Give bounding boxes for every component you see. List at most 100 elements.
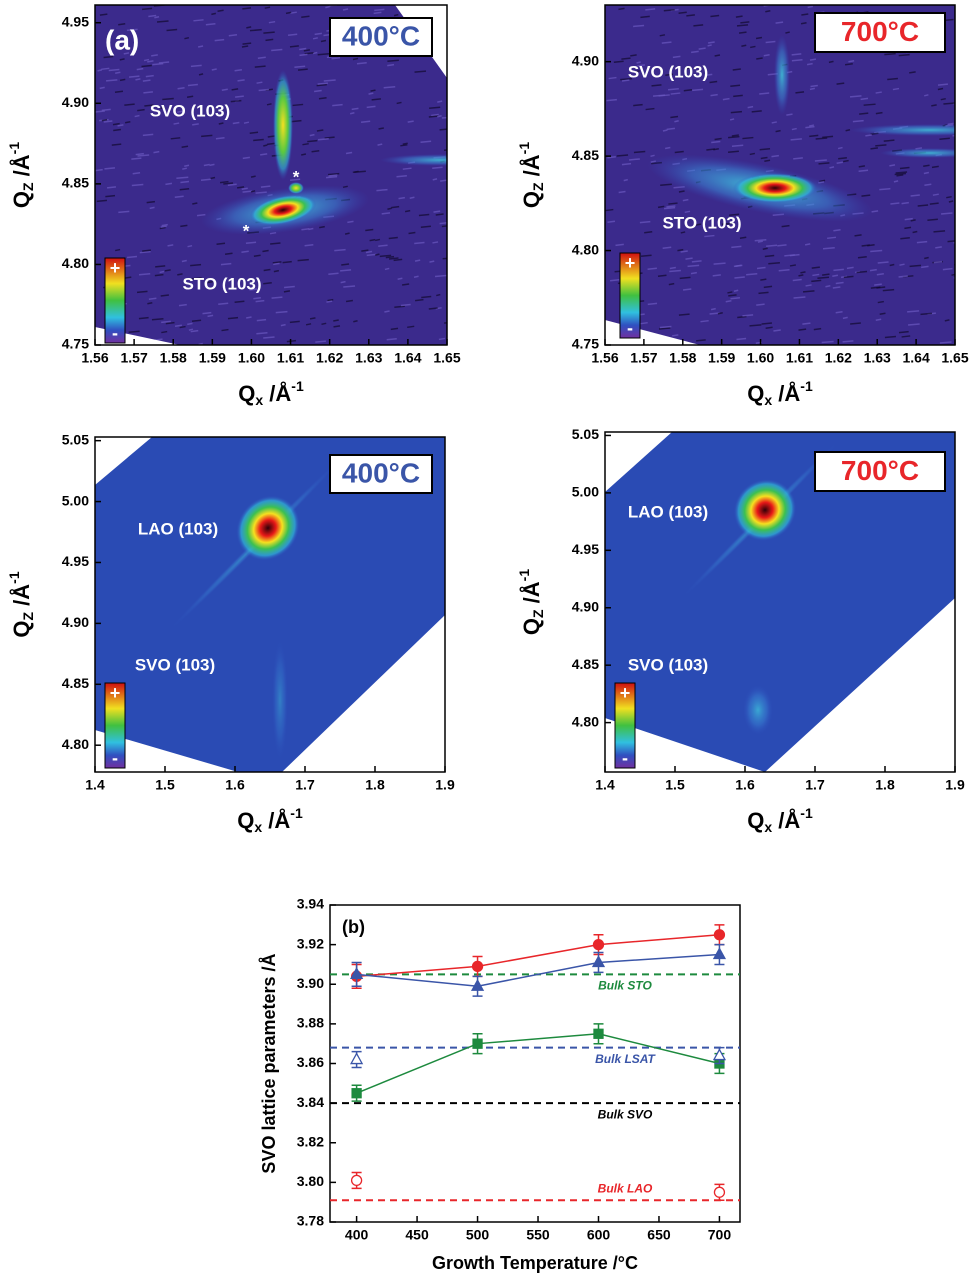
noise — [924, 183, 932, 186]
noise — [806, 62, 813, 66]
y-tick-label: 4.80 — [572, 241, 599, 257]
noise — [431, 113, 439, 117]
noise — [371, 98, 382, 101]
noise — [327, 172, 340, 176]
noise — [939, 137, 950, 141]
noise — [935, 246, 942, 249]
noise — [434, 274, 447, 278]
axis-label-part: -1 — [6, 571, 22, 584]
noise — [809, 58, 817, 61]
no-data — [95, 437, 152, 485]
axis-label-part: x — [255, 392, 263, 408]
noise — [177, 110, 183, 113]
noise — [141, 7, 153, 11]
x-tick-label: 1.4 — [595, 777, 615, 793]
noise — [361, 249, 369, 252]
noise — [297, 68, 308, 71]
intensity — [733, 479, 797, 541]
x-tick-label: 1.7 — [805, 777, 825, 793]
marker — [350, 966, 364, 979]
noise — [190, 64, 202, 68]
noise — [209, 163, 215, 167]
noise — [808, 124, 815, 127]
y-tick-label: 4.85 — [62, 175, 89, 191]
noise — [942, 267, 953, 271]
series-line — [356, 953, 720, 987]
noise — [242, 190, 253, 193]
noise — [386, 337, 397, 341]
noise — [433, 210, 441, 213]
noise — [737, 315, 747, 319]
noise — [151, 54, 158, 57]
axis-label-part: -1 — [290, 805, 303, 821]
noise — [861, 194, 871, 197]
noise — [307, 139, 318, 143]
noise — [944, 319, 950, 322]
noise — [615, 243, 624, 247]
noise — [275, 310, 288, 314]
noise — [763, 285, 773, 289]
noise — [775, 21, 784, 24]
noise — [875, 318, 882, 321]
noise — [287, 33, 298, 36]
y-tick-label: 4.90 — [62, 614, 89, 630]
noise — [890, 202, 900, 205]
temperature-box — [329, 17, 433, 57]
noise — [634, 70, 640, 73]
axis-label-part: Q — [9, 191, 34, 208]
noise — [413, 275, 419, 278]
axis-label-part: Q — [519, 191, 544, 208]
noise — [167, 244, 174, 247]
noise — [142, 79, 151, 82]
noise — [414, 241, 425, 245]
noise — [114, 90, 124, 94]
noise — [272, 261, 282, 264]
no-data — [282, 615, 445, 772]
noise — [394, 305, 405, 308]
noise — [929, 202, 939, 205]
noise — [875, 111, 883, 115]
noise — [327, 298, 334, 302]
noise — [103, 120, 113, 123]
noise — [187, 244, 193, 248]
noise — [246, 316, 252, 319]
axis-label: QZ /Å-1 — [6, 142, 36, 208]
noise — [136, 290, 148, 294]
noise — [301, 153, 307, 156]
noise — [316, 129, 324, 132]
axis-label-part: Z — [20, 612, 36, 621]
annotation: SVO (103) — [135, 655, 215, 674]
noise — [143, 91, 154, 94]
map-image — [95, 5, 447, 345]
map-image — [605, 432, 955, 772]
noise — [242, 7, 252, 10]
noise — [684, 210, 691, 214]
noise — [733, 264, 743, 268]
noise — [99, 13, 108, 16]
noise — [664, 146, 671, 150]
noise — [696, 339, 706, 342]
intensity — [236, 495, 300, 561]
noise — [191, 319, 202, 323]
noise — [900, 237, 910, 240]
noise — [148, 297, 157, 301]
noise — [747, 105, 754, 109]
noise — [821, 340, 834, 344]
noise — [940, 97, 946, 101]
noise — [659, 325, 672, 329]
noise — [669, 269, 681, 273]
x-tick-label: 1.65 — [433, 350, 460, 366]
noise — [227, 316, 239, 320]
noise — [754, 238, 767, 242]
noise — [686, 14, 695, 17]
noise — [124, 103, 135, 106]
noise — [263, 268, 271, 272]
noise — [750, 45, 756, 49]
x-tick-label: 1.58 — [160, 350, 187, 366]
noise — [304, 243, 314, 247]
noise — [309, 133, 315, 137]
noise — [354, 170, 366, 174]
x-tick-label: 1.61 — [277, 350, 304, 366]
noise — [768, 261, 780, 265]
noise — [302, 142, 309, 146]
